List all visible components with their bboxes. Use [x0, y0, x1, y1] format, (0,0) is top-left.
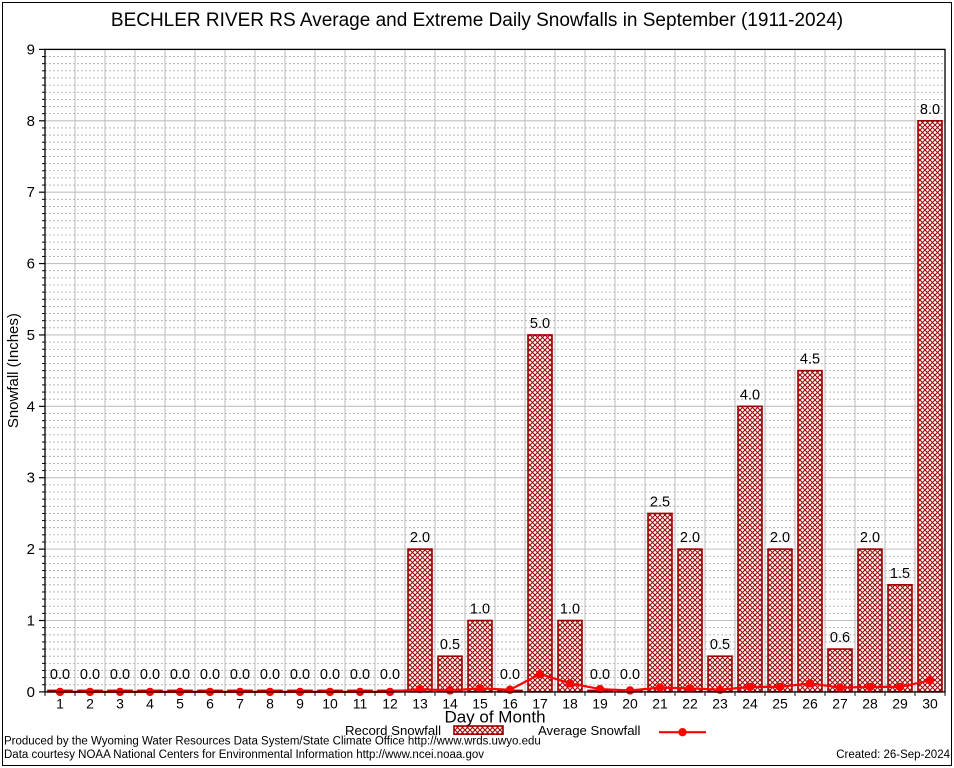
svg-text:0.0: 0.0 [290, 667, 310, 683]
svg-text:2.0: 2.0 [680, 530, 700, 546]
svg-text:0.0: 0.0 [80, 667, 100, 683]
svg-text:3: 3 [116, 695, 124, 711]
svg-text:29: 29 [892, 695, 908, 711]
svg-text:11: 11 [353, 695, 368, 711]
svg-text:8: 8 [266, 695, 274, 711]
svg-text:0.0: 0.0 [50, 667, 70, 683]
svg-text:BECHLER RIVER RS Average and E: BECHLER RIVER RS Average and Extreme Dai… [111, 10, 843, 31]
svg-text:1.0: 1.0 [470, 602, 490, 618]
svg-text:0.0: 0.0 [260, 667, 280, 683]
svg-text:23: 23 [712, 695, 728, 711]
svg-text:Data courtesy NOAA National Ce: Data courtesy NOAA National Centers for … [4, 749, 484, 761]
svg-text:2: 2 [86, 695, 94, 711]
svg-text:28: 28 [862, 695, 878, 711]
svg-text:7: 7 [236, 695, 244, 711]
svg-text:27: 27 [832, 695, 848, 711]
svg-text:0.0: 0.0 [170, 667, 190, 683]
svg-text:0.5: 0.5 [440, 637, 460, 653]
svg-text:3: 3 [27, 470, 35, 487]
svg-text:13: 13 [412, 695, 428, 711]
svg-text:0.0: 0.0 [140, 667, 160, 683]
svg-text:10: 10 [322, 695, 338, 711]
svg-text:2.0: 2.0 [770, 530, 790, 546]
svg-text:4.5: 4.5 [800, 352, 820, 368]
svg-text:5.0: 5.0 [530, 316, 550, 332]
svg-text:0.0: 0.0 [320, 667, 340, 683]
svg-text:4: 4 [27, 398, 35, 415]
svg-text:19: 19 [592, 695, 608, 711]
svg-text:2.5: 2.5 [650, 494, 670, 510]
svg-text:1: 1 [56, 695, 64, 711]
svg-text:22: 22 [682, 695, 698, 711]
svg-text:0.0: 0.0 [500, 667, 520, 683]
svg-text:8: 8 [27, 113, 35, 130]
svg-text:Day of Month: Day of Month [444, 707, 545, 726]
svg-text:0.0: 0.0 [380, 667, 400, 683]
svg-text:0.0: 0.0 [230, 667, 250, 683]
svg-text:Average Snowfall: Average Snowfall [538, 723, 640, 738]
svg-text:8.0: 8.0 [920, 102, 940, 118]
svg-text:0.5: 0.5 [710, 637, 730, 653]
svg-text:0: 0 [27, 684, 35, 701]
svg-text:Created: 26-Sep-2024: Created: 26-Sep-2024 [836, 749, 950, 761]
svg-text:2: 2 [27, 541, 35, 558]
svg-text:Produced by the Wyoming Water: Produced by the Wyoming Water Resources … [4, 735, 541, 747]
svg-text:9: 9 [27, 41, 35, 58]
svg-text:6: 6 [27, 256, 35, 273]
svg-text:4.0: 4.0 [740, 387, 760, 403]
svg-text:2.0: 2.0 [410, 530, 430, 546]
svg-text:18: 18 [562, 695, 578, 711]
svg-text:7: 7 [27, 184, 35, 201]
svg-text:30: 30 [922, 695, 938, 711]
svg-text:26: 26 [802, 695, 818, 711]
svg-text:24: 24 [742, 695, 758, 711]
svg-text:2.0: 2.0 [860, 530, 880, 546]
svg-text:0.6: 0.6 [830, 630, 850, 646]
svg-text:12: 12 [382, 695, 398, 711]
svg-text:20: 20 [622, 695, 638, 711]
svg-text:1.5: 1.5 [890, 566, 910, 582]
svg-text:0.0: 0.0 [350, 667, 370, 683]
svg-text:0.0: 0.0 [110, 667, 130, 683]
svg-text:0.0: 0.0 [620, 667, 640, 683]
svg-text:0.0: 0.0 [200, 667, 220, 683]
svg-text:25: 25 [772, 695, 788, 711]
svg-text:6: 6 [206, 695, 214, 711]
svg-text:5: 5 [27, 327, 35, 344]
svg-text:21: 21 [652, 695, 668, 711]
svg-text:9: 9 [296, 695, 304, 711]
svg-text:0.0: 0.0 [590, 667, 610, 683]
svg-text:5: 5 [176, 695, 184, 711]
svg-text:1: 1 [27, 613, 35, 630]
svg-text:1.0: 1.0 [560, 602, 580, 618]
svg-text:Snowfall (Inches): Snowfall (Inches) [5, 313, 22, 428]
svg-text:4: 4 [146, 695, 154, 711]
